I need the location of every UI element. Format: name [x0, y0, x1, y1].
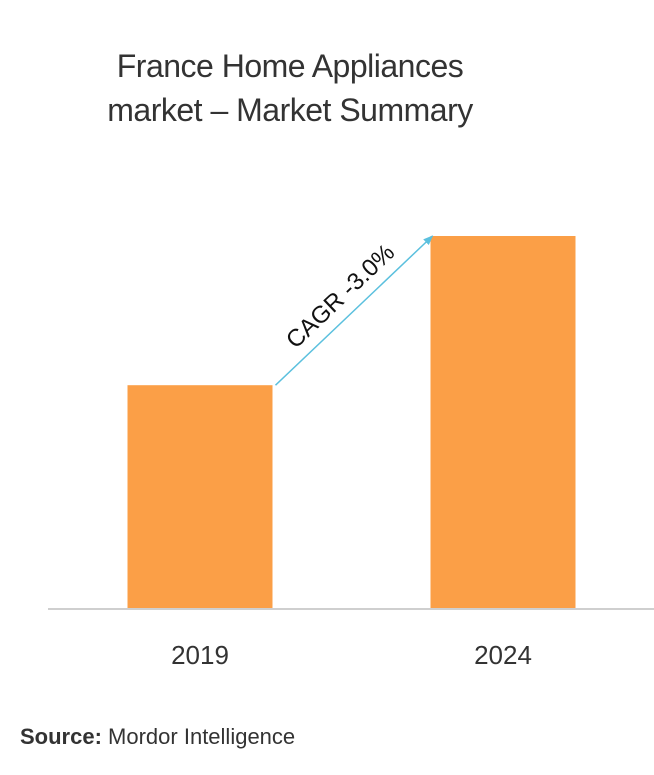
bar-chart: 2019 2024 CAGR -3.0% — [48, 235, 654, 670]
chart-title: France Home Appliances market – Market S… — [60, 44, 520, 132]
bar-2024 — [430, 236, 576, 609]
cagr-label: CAGR -3.0% — [281, 239, 400, 354]
chart-title-line-2: market – Market Summary — [107, 92, 473, 128]
bars-group — [127, 236, 576, 609]
x-tick-label-2024: 2024 — [474, 640, 532, 670]
x-tick-label-2019: 2019 — [171, 640, 229, 670]
source-value: Mordor Intelligence — [108, 724, 296, 749]
source-key: Source: — [20, 724, 102, 749]
source-note: Source: Mordor Intelligence — [20, 724, 295, 750]
chart-title-line-1: France Home Appliances — [116, 48, 464, 84]
x-tick-labels: 2019 2024 — [171, 640, 532, 670]
cagr-arrow — [274, 235, 434, 386]
bar-2019 — [127, 385, 273, 609]
